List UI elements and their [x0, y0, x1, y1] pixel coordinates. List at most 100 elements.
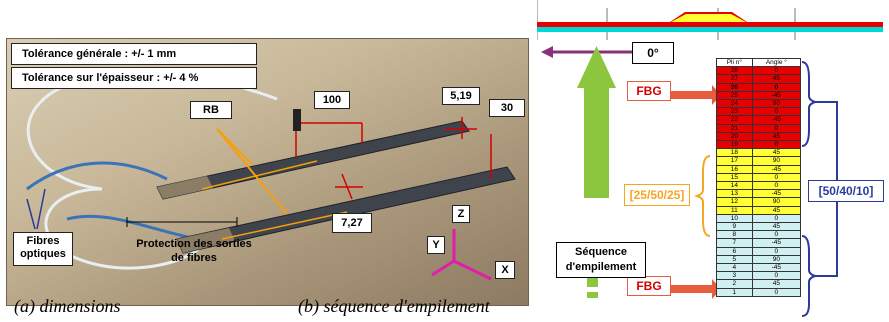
ply-angle: 45 — [751, 222, 802, 232]
bracket-top — [801, 61, 819, 147]
axis-x-label: X — [495, 261, 515, 279]
fibres-arrow-2 — [36, 188, 46, 230]
angle-arrow-left — [541, 46, 553, 58]
fbg-top-label: FBG — [627, 81, 671, 101]
ply-row: 15 0 — [716, 172, 802, 183]
ply-angle: 45 — [751, 279, 802, 289]
ply-angle: -45 — [751, 189, 802, 199]
ply-header-n: Pli n° — [716, 57, 753, 68]
guide-line-upper — [201, 160, 318, 190]
fbg-bottom-label: FBG — [627, 276, 671, 296]
ply-number: 16 — [716, 164, 753, 174]
ply-header-angle: Angle ° — [751, 57, 802, 68]
ply-row: 25 -45 — [716, 90, 802, 101]
rb-leader-2 — [216, 128, 288, 215]
ply-angle: -45 — [751, 164, 802, 174]
ply-number: 26 — [716, 82, 753, 92]
ply-angle: 0 — [751, 66, 802, 76]
ply-number: 24 — [716, 99, 753, 109]
ply-angle: 0 — [751, 82, 802, 92]
bracket-bottom — [801, 235, 819, 317]
sequence-arrow-shaft — [584, 84, 609, 198]
fibres-optiques-label: Fibres optiques — [13, 232, 73, 266]
bracket-middle-label: [25/50/25] — [624, 184, 690, 206]
fibre-blue-2 — [66, 214, 198, 241]
ply-angle: 45 — [751, 74, 802, 84]
profile-yellow-layer — [537, 14, 746, 22]
specimen-photo-drawing — [26, 72, 516, 281]
fbg-bottom-arrow — [659, 279, 721, 299]
ply-angle: -45 — [751, 238, 802, 248]
ply-row: 17 90 — [716, 156, 802, 166]
tolerance-thickness-label: Tolérance sur l'épaisseur : +/- 4 % — [11, 67, 257, 89]
ply-angle: 0 — [751, 181, 802, 191]
ply-number: 12 — [716, 197, 753, 207]
axis-x-arrow — [453, 259, 492, 281]
ply-number: 23 — [716, 107, 753, 117]
fbg-top-arrow — [659, 85, 721, 105]
ply-row: 4 -45 — [716, 263, 802, 273]
specimen-upper-tab — [157, 176, 213, 199]
ply-angle: 0 — [751, 246, 802, 256]
ply-angle: 0 — [751, 213, 802, 224]
ply-number: 25 — [716, 90, 753, 101]
ply-angle: 0 — [751, 287, 802, 297]
ply-angle: -45 — [751, 90, 802, 101]
sequence-label: Séquence d'empilement — [556, 242, 646, 278]
ply-angle: 0 — [751, 123, 802, 133]
ply-row: 5 90 — [716, 254, 802, 265]
ply-angle: 90 — [751, 197, 802, 207]
ply-row: 24 90 — [716, 99, 802, 109]
fibre-blue — [26, 161, 168, 191]
ply-row: 20 45 — [716, 131, 802, 142]
ply-row: 13 -45 — [716, 189, 802, 199]
ply-number: 17 — [716, 156, 753, 166]
fibres-line2: optiques — [20, 247, 66, 260]
fibres-line1: Fibres — [26, 235, 60, 247]
ply-number: 6 — [716, 246, 753, 256]
ply-row: 18 45 — [716, 148, 802, 158]
sequence-line2: d'empilement — [565, 261, 637, 273]
ply-number: 27 — [716, 74, 753, 84]
ply-row: 7 -45 — [716, 238, 802, 248]
ply-row: 14 0 — [716, 181, 802, 191]
ply-number: 15 — [716, 172, 753, 183]
ply-angle: 90 — [751, 254, 802, 265]
ply-number: 19 — [716, 140, 753, 150]
ply-table-body: 28 0 27 45 26 0 25 -45 24 90 23 0 22 -45 21 0 20 45 19 0 18 4… — [716, 66, 802, 297]
stacking-sequence-diagram — [541, 46, 838, 317]
dim-100-label: 100 — [314, 91, 350, 109]
dim-519-label: 5,19 — [442, 87, 480, 105]
caption-a: (a) dimensions — [14, 296, 121, 316]
ply-angle: -45 — [751, 263, 802, 273]
ply-angle: 45 — [751, 148, 802, 158]
ply-table-header: Pli n° Angle ° — [716, 57, 802, 68]
ply-number: 13 — [716, 189, 753, 199]
ply-row: 12 90 — [716, 197, 802, 207]
profile-cyan-layer — [537, 27, 883, 32]
ply-number: 2 — [716, 279, 753, 289]
protection-line1: Protection des sorties — [136, 238, 252, 250]
ply-row: 28 0 — [716, 66, 802, 76]
axis-z-label: Z — [452, 205, 470, 223]
ply-number: 9 — [716, 222, 753, 232]
ply-row: 23 0 — [716, 107, 802, 117]
ply-number: 21 — [716, 123, 753, 133]
ply-number: 8 — [716, 230, 753, 240]
ply-row: 9 45 — [716, 222, 802, 232]
tolerance-general-label: Tolérance générale : +/- 1 mm — [11, 43, 257, 65]
ply-number: 3 — [716, 271, 753, 281]
ply-angle: 90 — [751, 99, 802, 109]
ply-row: 26 0 — [716, 82, 802, 92]
dim-30-label: 30 — [489, 99, 525, 117]
bracket-right-label: [50/40/10] — [808, 180, 884, 202]
angle-label: 0° — [632, 42, 674, 64]
laminate-profile — [537, 0, 883, 40]
ply-number: 22 — [716, 115, 753, 125]
ply-angle: 90 — [751, 156, 802, 166]
specimen-lower-tab — [177, 228, 235, 253]
